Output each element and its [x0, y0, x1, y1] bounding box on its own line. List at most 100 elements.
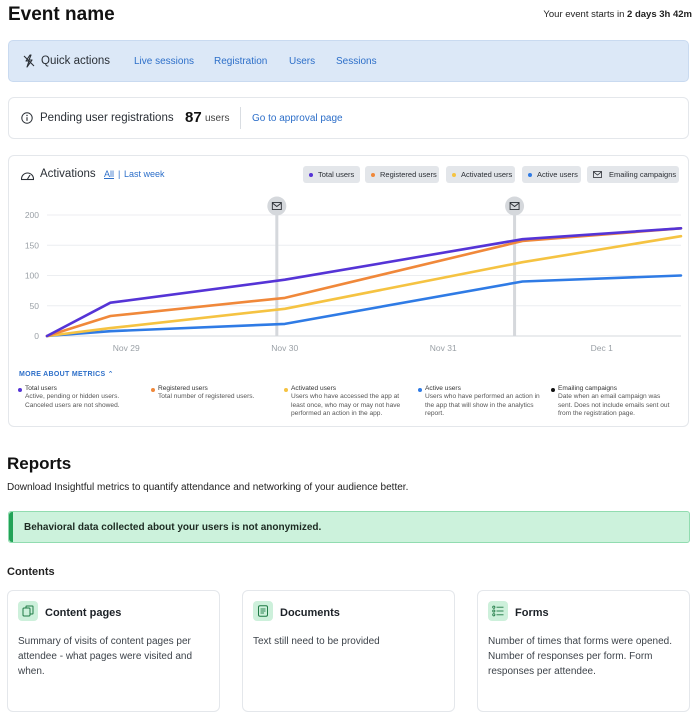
reports-subtitle: Download Insightful metrics to quantify …: [7, 482, 409, 493]
approval-page-link[interactable]: Go to approval page: [252, 113, 343, 124]
mail-icon-flap: [272, 202, 282, 208]
legend-name: Active users: [418, 385, 543, 393]
report-card-title: Content pages: [45, 607, 122, 619]
more-about-metrics-toggle[interactable]: MORE ABOUT METRICS ⌃: [19, 370, 114, 378]
alert-text: Behavioral data collected about your use…: [24, 522, 322, 533]
series-line-activated-users: [45, 234, 683, 338]
contents-title: Contents: [7, 566, 55, 578]
legend-dot: [551, 387, 555, 392]
legend-desc: Total number of registered users.: [158, 393, 255, 401]
quick-link-live-sessions[interactable]: Live sessions: [134, 56, 195, 67]
filter-activated-users[interactable]: Activated users: [446, 166, 515, 183]
alert-accent-bar: [9, 512, 13, 542]
report-card-desc: Number of times that forms were opened. …: [488, 636, 672, 677]
legend-desc: Users who have accessed the app at least…: [291, 393, 401, 417]
active-users-dot: [528, 173, 532, 177]
report-card-desc: Summary of visits of content pages per a…: [18, 636, 192, 677]
total-users-dot: [309, 173, 313, 177]
series-line-registered-users: [45, 226, 683, 338]
y-tick-label: 50: [30, 301, 40, 311]
range-all-link[interactable]: All: [104, 169, 115, 179]
legend-name-text: Registered users: [158, 385, 208, 392]
event-countdown: Your event starts in 2 days 3h 42m: [543, 9, 692, 20]
report-card-forms[interactable]: Forms Number of times that forms were op…: [477, 590, 690, 712]
page-header: Event name Your event starts in 2 days 3…: [8, 4, 692, 26]
gauge-icon: [20, 172, 35, 181]
mail-icon: [593, 171, 602, 178]
chevron-up-icon: ⌃: [107, 371, 114, 378]
reports-title: Reports: [7, 454, 72, 473]
page-title: Event name: [8, 4, 115, 25]
quick-actions-card: Quick actions Live sessions Registration…: [8, 40, 689, 82]
series-line-active-users: [45, 274, 683, 338]
x-tick-label: Nov 30: [271, 343, 298, 353]
range-last-week-link[interactable]: Last week: [124, 169, 165, 179]
activated-users-dot: [452, 173, 456, 177]
anonymization-alert: Behavioral data collected about your use…: [8, 511, 690, 543]
y-tick-label: 150: [25, 240, 39, 250]
legend-desc: Active, pending or hidden users. Cancele…: [25, 393, 120, 409]
x-tick-label: Dec 1: [591, 343, 613, 353]
info-icon: [21, 112, 33, 124]
legend-name-text: Total users: [25, 385, 57, 392]
report-card-title: Documents: [280, 607, 340, 619]
registered-users-dot: [371, 173, 375, 177]
legend-emailing-campaigns: Emailing campaigns Date when an email ca…: [551, 385, 676, 418]
form-list-icon: [488, 601, 508, 621]
filter-label: Emailing campaigns: [609, 170, 677, 179]
report-card-content-pages[interactable]: Content pages Summary of visits of conte…: [7, 590, 220, 712]
legend-dot: [18, 387, 22, 392]
y-tick-label: 200: [25, 210, 39, 220]
filter-label: Active users: [537, 170, 578, 179]
report-card-documents[interactable]: Documents Text still need to be provided: [242, 590, 455, 712]
quick-link-users[interactable]: Users: [289, 56, 316, 67]
filter-active-users[interactable]: Active users: [522, 166, 581, 183]
mail-icon: [509, 202, 520, 210]
activations-chart: 0 50 100 150 200 Nov 29 Nov 30 Nov 31 Dec 1: [25, 196, 683, 353]
more-label: MORE ABOUT METRICS: [19, 371, 106, 378]
filter-label: Registered users: [380, 170, 437, 179]
report-card-title: Forms: [515, 607, 549, 619]
legend-activated-users: Activated users Users who have accessed …: [284, 385, 409, 418]
series-line-total-users: [45, 226, 683, 338]
pending-title: Pending user registrations: [40, 112, 174, 124]
range-separator: |: [118, 169, 121, 179]
y-tick-label: 0: [34, 331, 39, 341]
legend-dot: [151, 387, 155, 392]
mail-icon: [271, 202, 282, 210]
x-tick-label: Nov 31: [430, 343, 457, 353]
y-tick-label: 100: [25, 271, 39, 281]
pending-count: 87: [185, 109, 202, 126]
quick-actions-title: Quick actions: [41, 55, 111, 67]
report-card-desc: Text still need to be provided: [253, 636, 380, 647]
quick-link-registration[interactable]: Registration: [214, 56, 268, 67]
pending-unit: users: [205, 113, 230, 124]
filter-label: Activated users: [461, 170, 513, 179]
countdown-prefix: Your event starts in: [543, 9, 625, 20]
legend-name: Registered users: [151, 385, 276, 393]
x-tick-label: Nov 29: [113, 343, 140, 353]
legend-dot: [418, 387, 422, 392]
activations-title: Activations: [40, 168, 96, 180]
legend-name-text: Activated users: [291, 385, 337, 392]
legend-name: Emailing campaigns: [551, 385, 676, 393]
legend-desc: Users who have performed an action in th…: [425, 393, 540, 417]
filter-emailing-campaigns[interactable]: Emailing campaigns: [587, 166, 679, 183]
copy-icon: [18, 601, 38, 621]
legend-registered-users: Registered users Total number of registe…: [151, 385, 276, 402]
filter-total-users[interactable]: Total users: [303, 166, 360, 183]
divider: [240, 107, 241, 129]
document-icon: [253, 601, 273, 621]
quick-link-sessions[interactable]: Sessions: [336, 56, 377, 67]
mail-icon-flap: [509, 202, 520, 208]
legend-desc: Date when an email campaign was sent. Do…: [558, 393, 670, 417]
legend-name: Activated users: [284, 385, 409, 393]
activations-card: Activations All | Last week Total users …: [8, 155, 689, 427]
countdown-value: 2 days 3h 42m: [627, 9, 692, 20]
legend-name-text: Active users: [425, 385, 461, 392]
bolt-icon: [23, 54, 35, 68]
filter-registered-users[interactable]: Registered users: [365, 166, 439, 183]
legend-dot: [284, 387, 288, 392]
filter-label: Total users: [318, 170, 355, 179]
legend-name: Total users: [18, 385, 143, 393]
